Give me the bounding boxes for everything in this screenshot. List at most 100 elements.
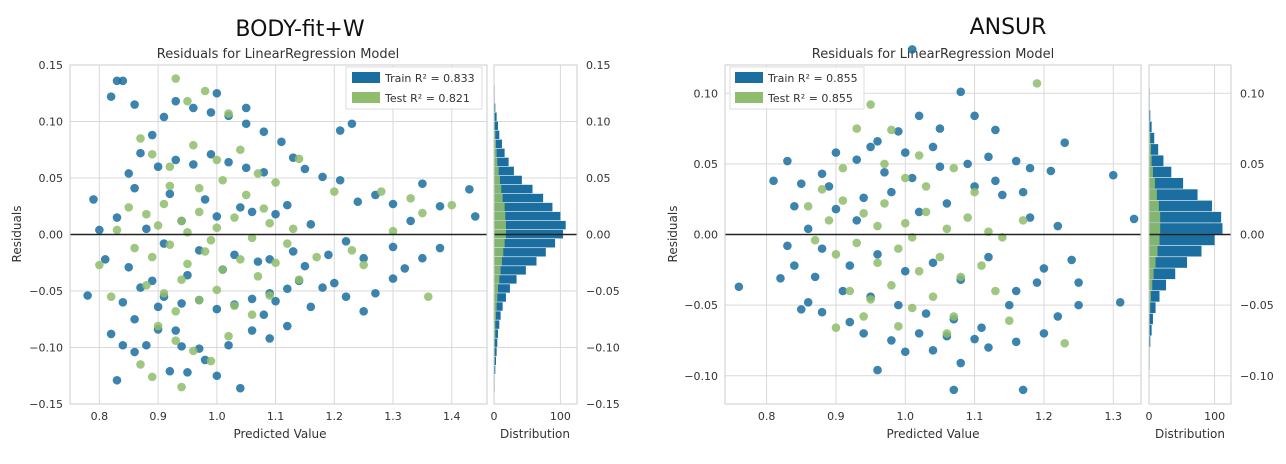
point-train (1067, 255, 1076, 265)
point-train (341, 292, 351, 301)
point-train (796, 179, 806, 188)
point-train (259, 127, 269, 136)
point-test (970, 187, 979, 197)
point-train (935, 162, 945, 171)
point-train (928, 142, 938, 152)
x-tick-label: 1.0 (208, 410, 226, 423)
point-train (212, 212, 222, 221)
hist-bar-test (1149, 200, 1159, 212)
point-train (171, 155, 181, 165)
hist-bar-train (494, 148, 505, 158)
point-test (165, 240, 175, 249)
point-test (200, 86, 210, 96)
hist-bar-train (494, 211, 561, 221)
point-test (907, 303, 917, 313)
hist-bar-train (1149, 302, 1156, 313)
hist-bar-train (494, 239, 556, 248)
point-train (112, 213, 122, 222)
x-axis-label: Predicted Value (233, 427, 326, 441)
point-train (153, 302, 163, 312)
hist-bar-test (1149, 144, 1151, 155)
point-train (907, 45, 917, 54)
point-test (894, 244, 903, 253)
hist-bar-test (494, 148, 497, 158)
x-axis-label: Predicted Value (886, 427, 979, 441)
point-test (914, 266, 924, 276)
point-test (880, 199, 889, 208)
point-test (253, 169, 263, 178)
hist-bar-train (1149, 211, 1222, 223)
point-train (329, 278, 339, 288)
hist-bar-train (1149, 110, 1151, 121)
point-test (900, 173, 910, 183)
point-test (817, 185, 827, 194)
point-train (470, 212, 480, 221)
point-train (1108, 170, 1118, 180)
point-test (165, 181, 175, 191)
point-test (887, 281, 896, 290)
point-train (859, 193, 868, 203)
point-test (866, 100, 875, 109)
point-test (230, 301, 239, 310)
point-train (1011, 286, 1021, 296)
point-train (124, 262, 134, 272)
point-train (1115, 298, 1125, 307)
point-test (1004, 316, 1014, 325)
point-train (147, 130, 157, 140)
hist-bar-test (1149, 166, 1153, 178)
chart-title: Residuals for LinearRegression Model (157, 47, 400, 62)
point-test (212, 223, 222, 233)
point-test (838, 163, 848, 173)
point-train (1129, 214, 1139, 224)
hist-bar-test (1149, 245, 1158, 257)
hist-bar-train (1149, 291, 1160, 302)
point-test (194, 295, 204, 305)
point-test (1032, 79, 1042, 88)
point-train (900, 148, 910, 157)
hist-bar-train (1149, 223, 1223, 234)
point-train (177, 342, 186, 351)
point-test (212, 285, 222, 295)
point-train (306, 302, 316, 312)
point-train (406, 216, 415, 226)
point-test (206, 356, 216, 366)
legend-label-test: Test R² = 0.821 (384, 92, 470, 105)
point-test (183, 259, 192, 269)
point-train (783, 156, 792, 166)
point-train (866, 142, 875, 152)
point-test (859, 209, 868, 218)
point-test (312, 252, 321, 262)
point-test (271, 258, 280, 268)
point-test (288, 224, 298, 234)
point-train (265, 334, 274, 343)
legend-swatch-test (735, 92, 763, 103)
point-train (914, 207, 924, 217)
hist-y-tick-label: 0.05 (1240, 158, 1265, 171)
point-train (418, 179, 427, 188)
point-train (183, 270, 192, 280)
point-train (189, 160, 198, 169)
y-tick-label: 0.00 (694, 229, 719, 242)
y-tick-label: −0.15 (29, 398, 63, 411)
point-train (130, 314, 139, 324)
point-train (435, 201, 445, 211)
point-train (300, 164, 310, 174)
point-test (153, 221, 163, 230)
point-train (277, 137, 286, 147)
hist-bar-test (1149, 189, 1157, 200)
point-test (147, 372, 157, 382)
point-train (880, 168, 889, 177)
scatter-points (83, 74, 480, 393)
point-test (880, 159, 889, 169)
point-train (956, 358, 966, 368)
point-test (194, 183, 204, 193)
hist-bar-test (494, 320, 496, 329)
hist-bar-train (1149, 200, 1212, 212)
suptitle-body-fit-w: BODY-fit+W (235, 17, 364, 42)
hist-bar-train (494, 275, 517, 284)
point-train (921, 309, 931, 318)
hist-bar-train (494, 311, 501, 320)
point-test (928, 292, 938, 301)
point-test (142, 281, 151, 290)
